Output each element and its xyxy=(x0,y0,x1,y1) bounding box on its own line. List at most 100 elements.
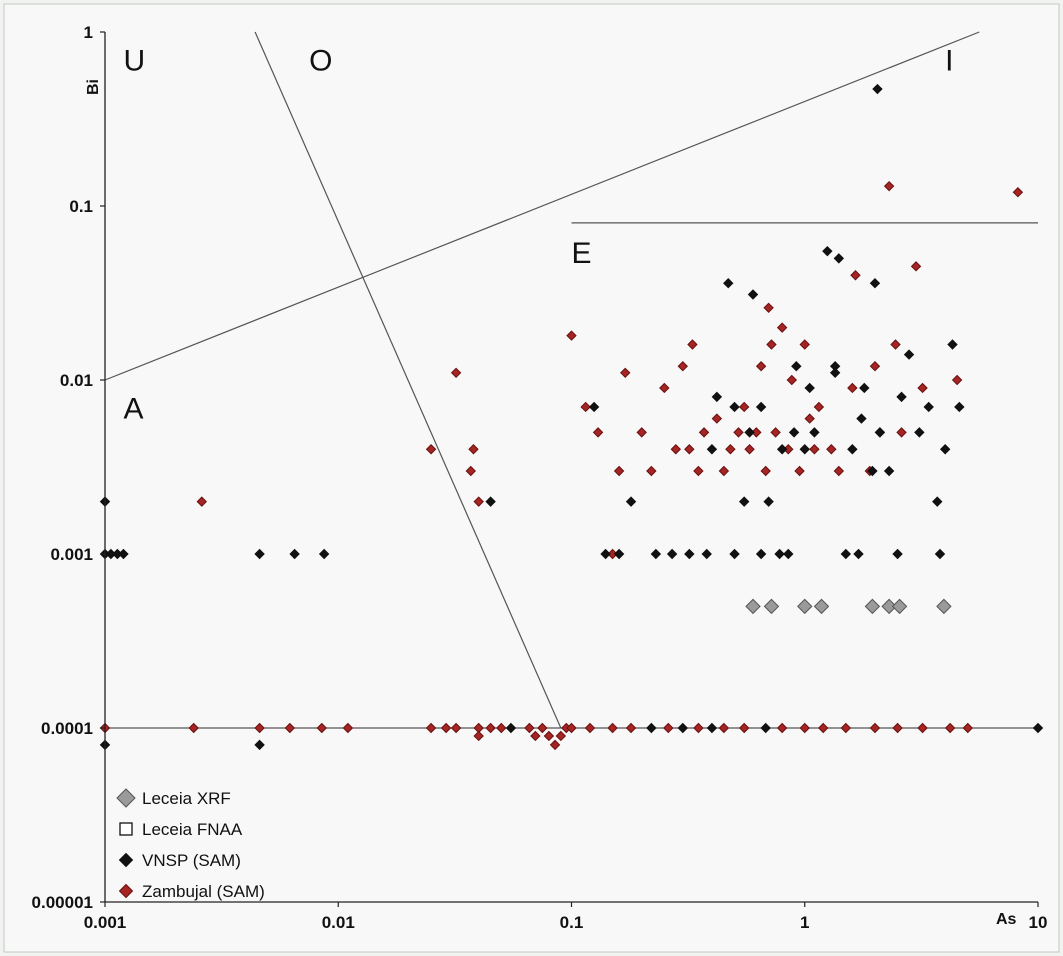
point-vnsp-sam xyxy=(914,427,925,438)
point-leceia-xrf xyxy=(891,598,908,615)
point-zambujal-sam xyxy=(465,465,476,477)
x-tick-label: 1 xyxy=(800,913,809,932)
y-tick-label: 0.1 xyxy=(69,197,93,216)
boundary-line-0 xyxy=(104,31,980,381)
point-leceia-xrf xyxy=(864,598,881,615)
point-vnsp-sam xyxy=(776,444,788,455)
point-zambujal-sam xyxy=(342,722,354,734)
point-zambujal-sam xyxy=(770,427,781,438)
legend-marker-zambujal-sam xyxy=(118,883,134,899)
point-zambujal-sam xyxy=(549,739,561,751)
point-vnsp-sam xyxy=(954,401,965,413)
point-vnsp-sam xyxy=(869,277,881,289)
point-leceia-xrf xyxy=(881,598,897,615)
point-vnsp-sam xyxy=(934,548,946,560)
point-vnsp-sam xyxy=(600,548,611,560)
point-vnsp-sam xyxy=(723,277,734,289)
point-vnsp-sam xyxy=(706,722,718,734)
point-zambujal-sam xyxy=(687,339,698,350)
point-vnsp-sam xyxy=(254,739,265,751)
point-vnsp-sam xyxy=(859,382,870,394)
point-vnsp-sam xyxy=(829,367,841,379)
point-zambujal-sam xyxy=(766,339,777,350)
point-zambujal-sam xyxy=(847,382,858,394)
point-vnsp-sam xyxy=(804,382,815,394)
point-zambujal-sam xyxy=(826,444,837,455)
point-vnsp-sam xyxy=(706,444,718,455)
point-vnsp-sam xyxy=(872,83,883,95)
point-zambujal-sam xyxy=(763,302,774,314)
point-zambujal-sam xyxy=(869,361,881,372)
point-zambujal-sam xyxy=(613,465,625,477)
point-vnsp-sam xyxy=(613,548,625,560)
point-zambujal-sam xyxy=(566,330,577,341)
point-zambujal-sam xyxy=(733,427,744,438)
point-zambujal-sam xyxy=(684,444,695,455)
point-zambujal-sam xyxy=(468,444,479,455)
point-vnsp-sam xyxy=(625,496,637,507)
point-vnsp-sam xyxy=(763,496,774,507)
point-vnsp-sam xyxy=(883,465,895,477)
point-zambujal-sam xyxy=(776,322,788,333)
point-zambujal-sam xyxy=(869,722,881,734)
point-zambujal-sam xyxy=(254,722,265,734)
point-zambujal-sam xyxy=(188,722,199,734)
point-zambujal-sam xyxy=(917,722,928,734)
x-tick-label: 10 xyxy=(1029,913,1048,932)
legend: Leceia XRF Leceia FNAA VNSP (SAM) Zambujal … xyxy=(116,788,265,901)
point-zambujal-sam xyxy=(592,427,604,438)
point-vnsp-sam xyxy=(485,496,496,507)
point-zambujal-sam xyxy=(738,722,750,734)
region-label-o: O xyxy=(309,45,332,78)
point-vnsp-sam xyxy=(867,465,878,477)
point-zambujal-sam xyxy=(951,374,963,386)
y-axis-title: Bi xyxy=(85,79,102,95)
point-zambujal-sam xyxy=(840,722,852,734)
point-zambujal-sam xyxy=(659,382,670,394)
point-vnsp-sam xyxy=(947,339,958,350)
point-vnsp-sam xyxy=(118,548,129,560)
point-zambujal-sam xyxy=(425,722,437,734)
point-vnsp-sam xyxy=(783,548,794,560)
point-vnsp-sam xyxy=(822,245,833,257)
data-points xyxy=(99,83,1044,751)
point-zambujal-sam xyxy=(786,374,798,386)
point-vnsp-sam xyxy=(744,427,755,438)
region-label-a: A xyxy=(123,393,143,426)
point-vnsp-sam xyxy=(932,496,943,507)
point-vnsp-sam xyxy=(847,444,858,455)
point-leceia-xrf xyxy=(797,598,813,615)
point-zambujal-sam xyxy=(693,465,704,477)
point-zambujal-sam xyxy=(818,722,829,734)
point-zambujal-sam xyxy=(725,444,736,455)
point-vnsp-sam xyxy=(788,427,800,438)
point-zambujal-sam xyxy=(524,722,535,734)
point-leceia-xrf xyxy=(745,598,761,615)
point-zambujal-sam xyxy=(776,722,788,734)
point-vnsp-sam xyxy=(666,548,678,560)
point-vnsp-sam xyxy=(755,548,767,560)
point-zambujal-sam xyxy=(450,367,462,379)
point-zambujal-sam xyxy=(760,465,771,477)
point-vnsp-sam xyxy=(755,401,767,413)
point-zambujal-sam xyxy=(473,496,484,507)
point-vnsp-sam xyxy=(254,548,265,560)
point-zambujal-sam xyxy=(799,339,810,350)
legend-entry-label: VNSP (SAM) xyxy=(142,851,241,870)
point-zambujal-sam xyxy=(496,722,507,734)
x-tick-label: 0.001 xyxy=(84,913,127,932)
point-zambujal-sam xyxy=(718,465,730,477)
point-zambujal-sam xyxy=(450,722,462,734)
point-zambujal-sam xyxy=(804,413,815,424)
point-vnsp-sam xyxy=(677,722,688,734)
point-vnsp-sam xyxy=(892,548,903,560)
point-vnsp-sam xyxy=(840,548,852,560)
x-tick-label: 0.01 xyxy=(322,913,355,932)
point-vnsp-sam xyxy=(853,548,864,560)
point-zambujal-sam xyxy=(890,339,901,350)
point-vnsp-sam xyxy=(809,427,820,438)
point-zambujal-sam xyxy=(555,730,567,742)
point-vnsp-sam xyxy=(923,401,934,413)
point-zambujal-sam xyxy=(670,444,682,455)
